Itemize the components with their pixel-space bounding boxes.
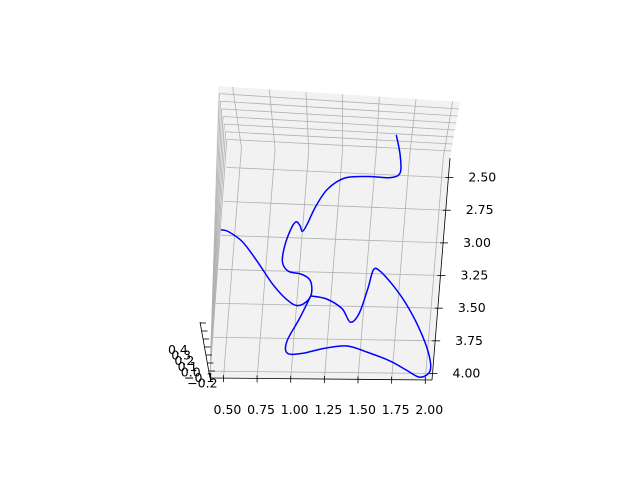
- x-tick-label: 0.75: [247, 402, 275, 417]
- x-grid-line: [357, 154, 377, 380]
- z-grid-line: [219, 93, 459, 110]
- x-grid-line: [391, 155, 411, 380]
- y-tick-label: 3.75: [455, 333, 483, 348]
- z-grid-line: [224, 123, 454, 138]
- x-axis-line: [209, 377, 433, 381]
- y-grid-line: [210, 370, 433, 374]
- x-tick-label: 1.25: [314, 402, 342, 417]
- y-axis-line: [431, 157, 451, 381]
- x-tick-label: 1.75: [382, 402, 410, 417]
- y-tick-label: 4.00: [453, 365, 481, 380]
- x-tick-label: 1.00: [281, 402, 309, 417]
- x-tick-label: 1.50: [348, 402, 376, 417]
- z-grid-line: [222, 116, 456, 131]
- y-tick-label: 2.75: [466, 202, 494, 217]
- x-grid-line: [223, 147, 242, 379]
- y-grid-line: [221, 234, 444, 244]
- z-side-grid-line: [209, 139, 228, 374]
- x-grid-line: [256, 149, 276, 379]
- z-grid-line: [220, 100, 458, 117]
- chart-ticks: 0.50 0.75 1.00 1.25 1.50 1.75 2.00 2.50 2.75 3.00…: [168, 170, 496, 417]
- series-line: [220, 134, 402, 307]
- z-tick-label: 0.2: [174, 353, 194, 368]
- y-tick-label: 3.50: [458, 300, 486, 315]
- x-tick-label: 2.00: [415, 402, 443, 417]
- y-tick-label: 3.00: [463, 235, 491, 250]
- z-grid-line: [225, 131, 453, 145]
- z-grid-line: [221, 108, 457, 124]
- x-tick-label: 0.50: [214, 402, 242, 417]
- z-tick-label: 0.3: [171, 348, 191, 363]
- y-tick-label: 3.25: [460, 268, 488, 283]
- z-side-grid-line: [210, 93, 220, 348]
- chart-grid: [209, 86, 459, 380]
- y-grid-line: [218, 268, 441, 276]
- z-grid-line: [226, 138, 452, 152]
- x-grid-line: [424, 157, 444, 380]
- y-tick-label: 2.50: [468, 170, 496, 185]
- y-grid-line: [213, 336, 436, 342]
- back-pane: [218, 86, 460, 158]
- y-grid-line: [215, 302, 438, 309]
- x-grid-line: [290, 150, 310, 379]
- z-tick-label: 0.1: [178, 359, 198, 374]
- series-line: [284, 267, 432, 379]
- x-grid-line: [323, 152, 343, 380]
- y-grid-line: [226, 166, 449, 178]
- z-tick-label: 0.0: [181, 364, 201, 379]
- y-grid-line: [223, 200, 446, 211]
- z-tick-label: 0.4: [168, 342, 188, 357]
- z-tick-label: −0.2: [187, 376, 217, 391]
- z-tick-label: −0.1: [184, 370, 214, 385]
- chart-series: [220, 134, 432, 379]
- floor-pane: [210, 147, 450, 380]
